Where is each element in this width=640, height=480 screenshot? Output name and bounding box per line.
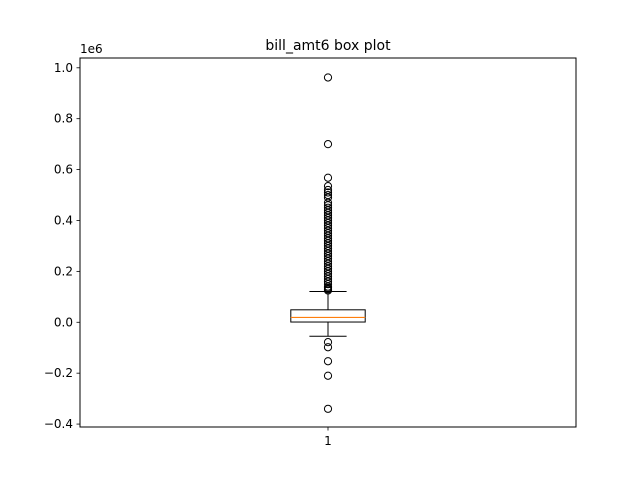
x-tick-label: 1: [324, 434, 332, 448]
plot-area: −0.4 −0.2 0.0 0.2 0.4 0.6 0.8 1.0 1: [44, 61, 366, 448]
outlier-point: [323, 404, 333, 413]
outlier-point: [323, 190, 333, 200]
outlier-point: [323, 343, 333, 352]
y-tick-label: 0.2: [54, 264, 73, 278]
y-tick-label: 0.4: [54, 213, 73, 227]
outlier-point: [323, 185, 333, 195]
outlier-point: [323, 182, 333, 191]
y-tick-label: 0.6: [54, 163, 73, 177]
iqr-box: [290, 309, 366, 323]
outlier-point: [323, 73, 333, 82]
y-tick-label: 0.0: [54, 315, 73, 329]
y-tick-label: 1.0: [54, 61, 73, 75]
chart-title: bill_amt6 box plot: [265, 38, 391, 54]
outlier-point: [323, 357, 333, 366]
outlier-point: [323, 203, 333, 212]
outlier-point: [323, 173, 333, 182]
outlier-point: [323, 188, 333, 197]
axes-frame: [79, 57, 577, 428]
y-tick-label: −0.4: [44, 417, 73, 431]
y-axis-scale-label: 1e6: [80, 42, 103, 56]
outlier-point: [323, 371, 333, 380]
y-tick-label: −0.2: [44, 366, 73, 380]
outlier-point: [323, 140, 333, 149]
outlier-point: [323, 338, 333, 347]
y-tick-label: 0.8: [54, 112, 73, 126]
